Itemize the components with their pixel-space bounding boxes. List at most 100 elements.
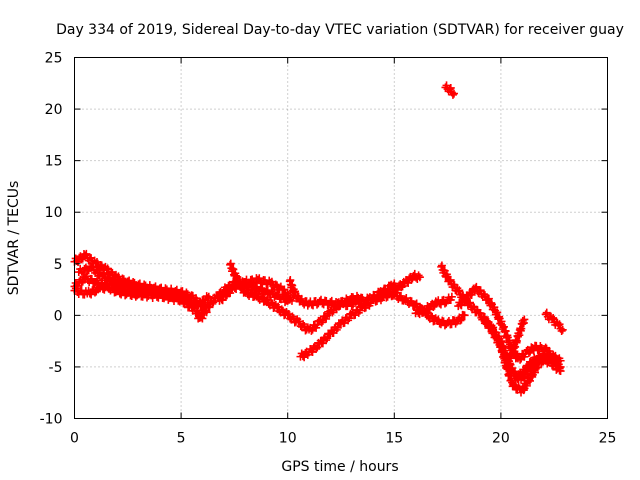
data-point bbox=[268, 299, 277, 308]
data-point bbox=[77, 286, 86, 295]
data-point bbox=[308, 325, 317, 334]
data-point bbox=[446, 275, 455, 284]
data-point bbox=[291, 287, 300, 296]
data-point bbox=[171, 290, 180, 299]
data-point bbox=[410, 269, 419, 278]
data-point bbox=[415, 273, 424, 282]
series-arc-08 bbox=[285, 276, 399, 311]
x-axis-label: GPS time / hours bbox=[281, 459, 398, 475]
series-arc-12 bbox=[411, 292, 456, 319]
y-tick-label: 0 bbox=[54, 308, 63, 324]
data-point bbox=[130, 280, 139, 289]
y-tick-label: 10 bbox=[45, 205, 63, 221]
data-point bbox=[288, 312, 297, 321]
data-point bbox=[90, 288, 99, 297]
x-tick-label: 15 bbox=[385, 431, 403, 447]
data-point bbox=[480, 313, 489, 322]
data-point bbox=[104, 284, 113, 293]
data-point bbox=[524, 348, 533, 357]
data-point bbox=[558, 325, 567, 334]
y-tick-label: 15 bbox=[45, 154, 63, 170]
data-point bbox=[277, 305, 286, 314]
data-point bbox=[520, 315, 529, 324]
data-point bbox=[196, 313, 205, 322]
data-point bbox=[162, 287, 171, 296]
y-tick-label: 5 bbox=[54, 257, 63, 273]
data-point bbox=[153, 291, 162, 300]
data-point bbox=[287, 296, 296, 305]
data-point bbox=[396, 292, 405, 301]
data-point bbox=[186, 296, 195, 305]
data-point bbox=[455, 286, 464, 295]
data-point bbox=[182, 288, 191, 297]
data-point bbox=[271, 280, 280, 289]
data-points bbox=[70, 81, 567, 397]
data-point bbox=[182, 295, 191, 304]
data-point bbox=[540, 349, 549, 358]
data-point bbox=[196, 302, 205, 311]
data-point bbox=[77, 278, 86, 287]
y-axis-label: SDTVAR / TECUs bbox=[6, 181, 22, 296]
data-point bbox=[428, 312, 437, 321]
data-point bbox=[249, 279, 258, 288]
data-point bbox=[480, 291, 489, 300]
x-tick-label: 10 bbox=[279, 431, 297, 447]
data-point bbox=[434, 315, 443, 324]
series-arc-10 bbox=[379, 284, 469, 330]
series-arc-16 bbox=[503, 315, 529, 367]
data-point bbox=[429, 302, 438, 311]
data-point bbox=[307, 326, 316, 335]
x-tick-label: 20 bbox=[492, 431, 510, 447]
chart-title: Day 334 of 2019, Sidereal Day-to-day VTE… bbox=[56, 22, 624, 38]
series-arc-19 bbox=[441, 81, 458, 99]
data-point bbox=[88, 262, 97, 271]
data-point bbox=[77, 255, 86, 264]
data-point bbox=[460, 297, 469, 306]
data-point bbox=[200, 308, 209, 317]
data-point bbox=[104, 273, 113, 282]
data-point bbox=[469, 302, 478, 311]
data-point bbox=[361, 303, 370, 312]
data-point bbox=[427, 311, 436, 320]
x-tick-label: 25 bbox=[599, 431, 617, 447]
data-point bbox=[448, 90, 457, 99]
data-point bbox=[146, 285, 155, 294]
data-point bbox=[334, 302, 343, 311]
x-tick-label: 5 bbox=[177, 431, 186, 447]
data-point bbox=[312, 344, 321, 353]
data-point bbox=[414, 271, 423, 280]
x-tick-label: 0 bbox=[70, 431, 79, 447]
data-point bbox=[461, 296, 470, 305]
series-arc-04 bbox=[70, 279, 213, 311]
y-tick-label: -10 bbox=[40, 412, 63, 428]
data-point bbox=[322, 336, 331, 345]
data-point bbox=[283, 289, 292, 298]
y-tick-label: 20 bbox=[45, 102, 63, 118]
data-point bbox=[178, 287, 187, 296]
data-point bbox=[82, 249, 91, 258]
data-point bbox=[255, 274, 264, 283]
data-point bbox=[317, 318, 326, 327]
data-point bbox=[447, 292, 456, 301]
data-point bbox=[510, 381, 519, 390]
data-point bbox=[235, 282, 244, 291]
grid bbox=[74, 57, 608, 419]
series-arc-07 bbox=[215, 274, 296, 305]
data-point bbox=[100, 285, 109, 294]
data-point bbox=[472, 282, 481, 291]
data-point bbox=[555, 320, 564, 329]
series-arc-11 bbox=[390, 269, 424, 294]
series-arc-18 bbox=[541, 308, 567, 335]
data-point bbox=[199, 309, 208, 318]
data-point bbox=[227, 285, 236, 294]
data-point bbox=[208, 299, 217, 308]
data-point bbox=[323, 334, 332, 343]
axis-ticks: 0 5 10 15 20 25 -10 -5 0 5 10 15 20 25 bbox=[40, 51, 617, 447]
data-point bbox=[557, 326, 566, 335]
data-point bbox=[457, 315, 466, 324]
data-point bbox=[328, 308, 337, 317]
data-point bbox=[516, 355, 525, 364]
data-point bbox=[446, 83, 455, 92]
data-point bbox=[287, 293, 296, 302]
